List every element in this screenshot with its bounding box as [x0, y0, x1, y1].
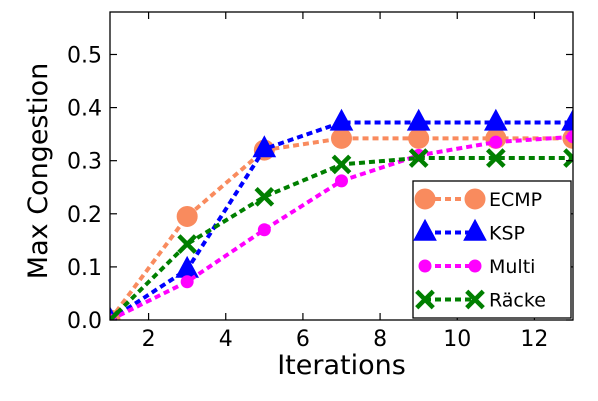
racke-marker	[110, 310, 120, 320]
ecmp-marker	[331, 127, 352, 149]
multi-marker	[489, 135, 503, 149]
legend-label: KSP	[489, 223, 525, 245]
ksp-marker	[406, 108, 431, 131]
legend-item-ecmp: ECMP	[414, 188, 542, 211]
ecmp-marker	[414, 188, 436, 210]
x-tick-label: 8	[373, 327, 387, 352]
x-tick-label: 4	[219, 327, 233, 352]
y-tick-label: 0.2	[67, 203, 102, 228]
legend-item-rcke: Räcke	[415, 289, 546, 312]
legend-item-multi: Multi	[418, 256, 535, 278]
racke-marker	[331, 154, 352, 175]
ksp-marker	[252, 135, 277, 158]
racke-marker	[465, 289, 485, 310]
legend-item-ksp: KSP	[413, 218, 525, 245]
plot-frame	[109, 11, 574, 321]
multi-marker	[418, 259, 432, 273]
ecmp-marker	[464, 188, 486, 210]
legend-label: ECMP	[489, 189, 542, 211]
legend-label: Räcke	[489, 290, 546, 312]
racke-marker	[485, 148, 506, 168]
axes: 2 4 6 8 10 12 0.0 0.1 0.2 0.3 0.4 0.5	[67, 12, 573, 352]
legend-label: Multi	[489, 256, 535, 278]
x-tick-label: 12	[520, 327, 548, 352]
y-axis-label: Max Congestion	[23, 63, 54, 279]
x-tick-label: 10	[443, 327, 471, 352]
x-tick-label: 2	[142, 327, 156, 352]
x-axis-label: Iterations	[277, 350, 406, 381]
ksp-marker	[483, 108, 508, 131]
ksp-marker	[463, 218, 487, 241]
racke-marker	[254, 186, 275, 207]
legend-items: ECMP KSP Multi Räcke	[413, 188, 546, 312]
ecmp-marker	[408, 127, 430, 149]
y-tick-label: 0.0	[67, 309, 102, 334]
y-tick-label: 0.3	[67, 150, 102, 175]
series-layer	[110, 108, 573, 320]
multi-marker	[180, 275, 194, 289]
racke-marker	[408, 148, 429, 168]
multi-marker	[335, 174, 348, 188]
multi-marker	[468, 259, 482, 273]
multi-marker	[566, 130, 573, 144]
racke-marker	[415, 289, 435, 310]
racke-marker	[177, 234, 198, 254]
y-tick-label: 0.5	[67, 43, 102, 68]
legend-box	[412, 180, 572, 319]
ksp-marker	[561, 108, 573, 131]
legend: ECMP KSP Multi Räcke	[412, 180, 572, 319]
ecmp-marker	[176, 205, 198, 227]
y-tick-label: 0.1	[67, 256, 102, 281]
multi-marker	[257, 223, 271, 237]
racke-marker	[563, 148, 573, 168]
x-tick-label: 6	[296, 327, 310, 352]
ksp-marker	[413, 218, 437, 241]
ksp-marker	[329, 108, 354, 131]
y-tick-label: 0.4	[67, 97, 102, 122]
